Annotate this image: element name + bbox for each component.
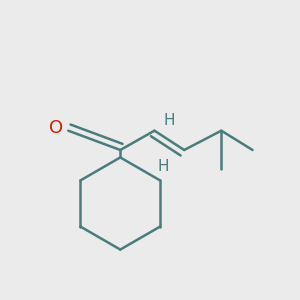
Text: H: H (158, 159, 169, 174)
Text: H: H (164, 113, 175, 128)
Text: O: O (49, 119, 63, 137)
